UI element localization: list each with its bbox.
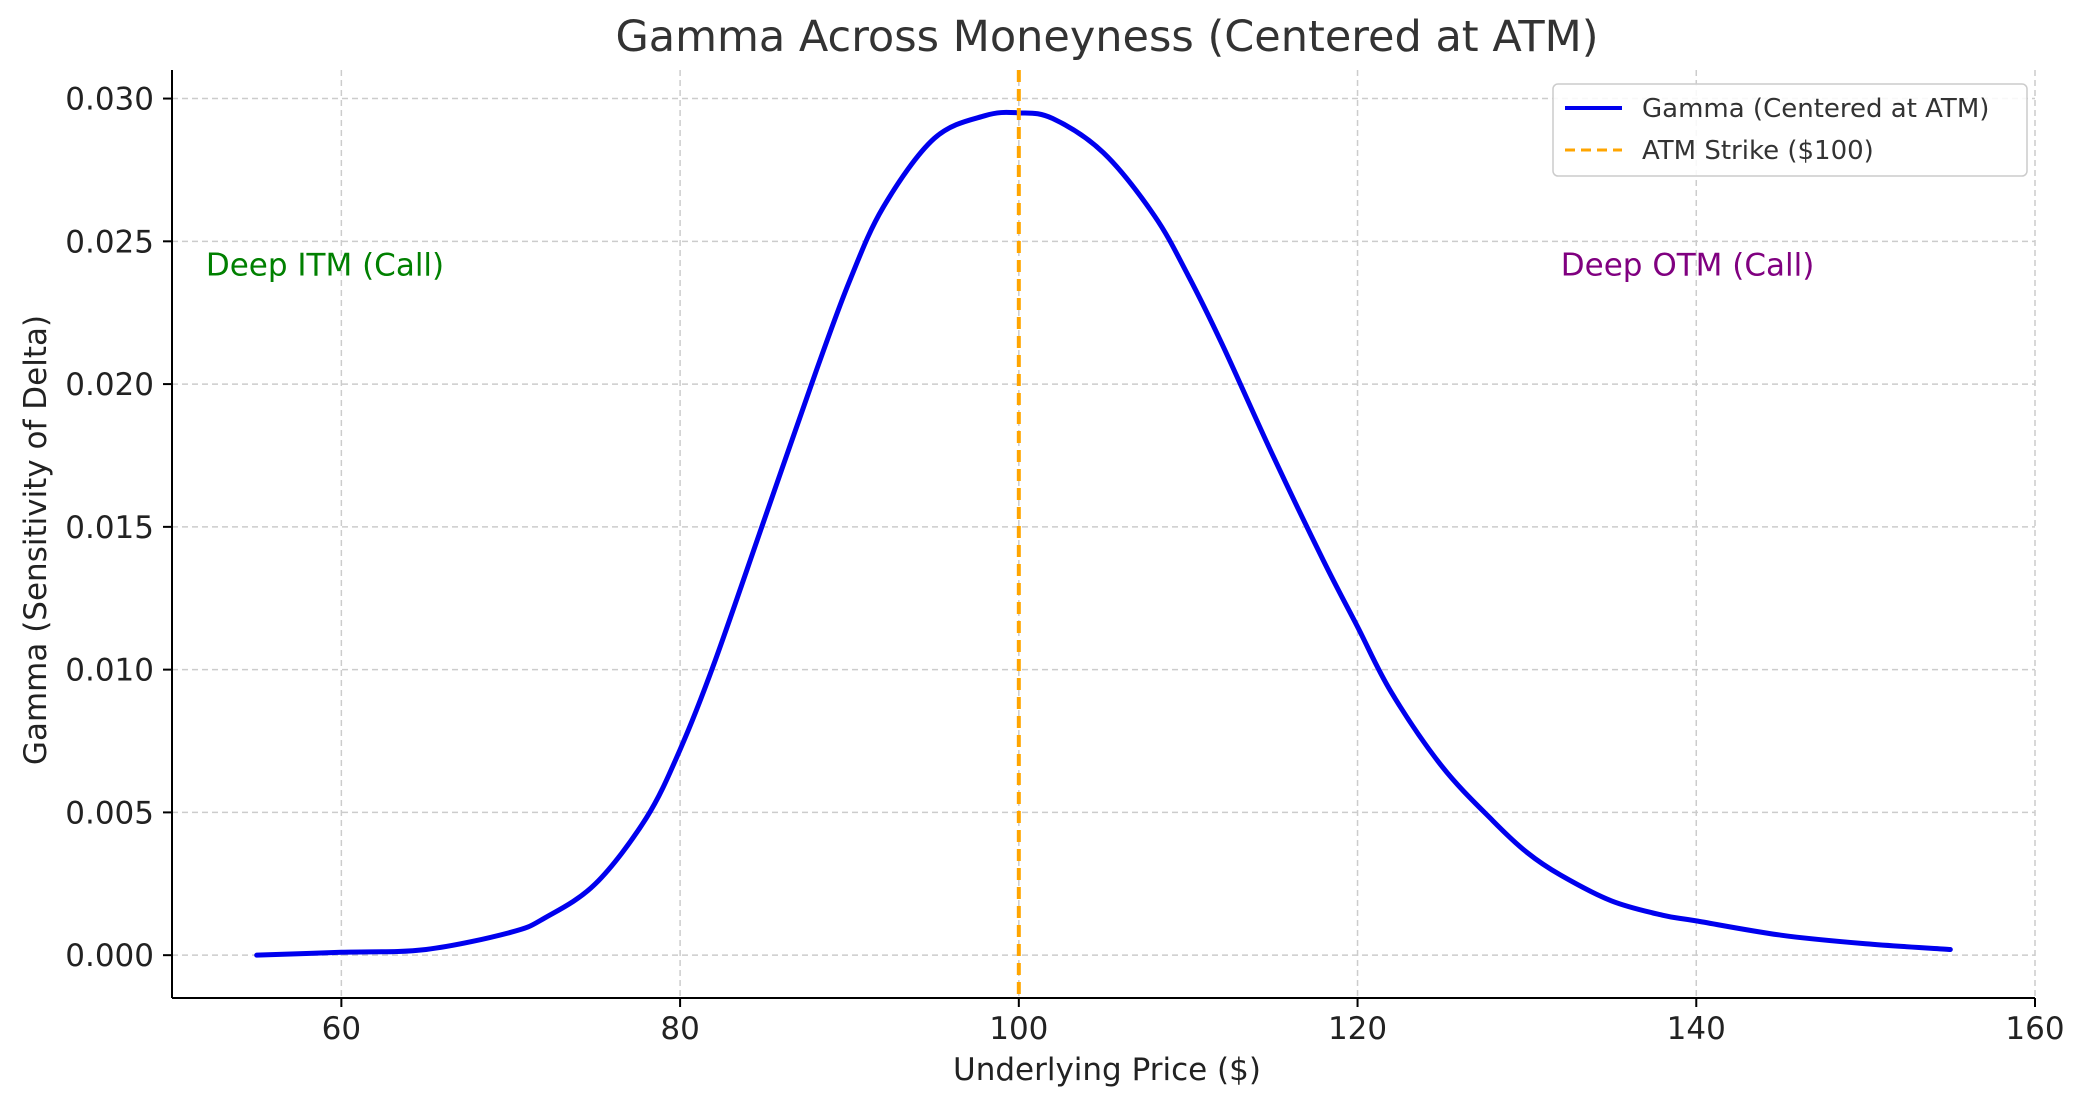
y-tick-label: 0.020 (65, 367, 154, 403)
x-tick-label: 80 (660, 1011, 699, 1047)
x-tick-label: 100 (989, 1011, 1048, 1047)
y-tick-label: 0.010 (65, 653, 154, 689)
legend-label-gamma: Gamma (Centered at ATM) (1642, 94, 1989, 124)
y-axis-label: Gamma (Sensitivity of Delta) (18, 315, 54, 765)
plot-area (254, 70, 1953, 998)
annotations: Deep ITM (Call) Deep OTM (Call) (206, 248, 1814, 284)
grid (172, 70, 2036, 998)
y-tick-label: 0.030 (65, 82, 154, 118)
axes: 60 80 100 120 140 160 0.000 0.005 0.010 0.015 0.02… (65, 70, 2065, 1047)
y-tick-label: 0.025 (65, 224, 154, 260)
x-tick-label: 60 (322, 1011, 361, 1047)
x-tick-label: 160 (2005, 1011, 2064, 1047)
chart-title: Gamma Across Moneyness (Centered at ATM) (615, 12, 1598, 62)
y-tick-label: 0.005 (65, 795, 154, 831)
legend: Gamma (Centered at ATM) ATM Strike ($100… (1552, 83, 2028, 177)
y-tick-label: 0.000 (65, 938, 154, 974)
legend-label-atm-strike: ATM Strike ($100) (1642, 136, 1874, 166)
x-axis-label: Underlying Price ($) (953, 1052, 1261, 1088)
gamma-series-line (254, 109, 1953, 958)
x-tick-label: 140 (1667, 1011, 1726, 1047)
deep-otm-annotation: Deep OTM (Call) (1561, 248, 1815, 284)
x-tick-label: 120 (1328, 1011, 1387, 1047)
legend-box (1552, 83, 2028, 177)
deep-itm-annotation: Deep ITM (Call) (206, 248, 444, 284)
y-tick-label: 0.015 (65, 510, 154, 546)
